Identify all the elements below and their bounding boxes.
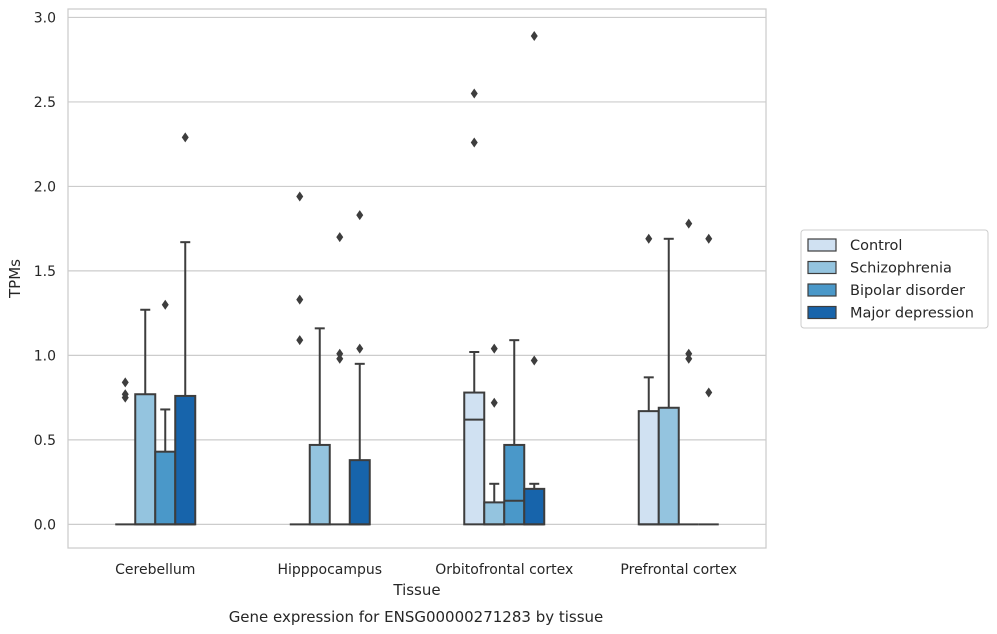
outlier-marker <box>490 343 498 354</box>
box-group <box>348 210 371 526</box>
box <box>637 410 660 526</box>
y-axis-label: TPMs <box>6 259 24 299</box>
legend-swatch <box>807 283 837 297</box>
outlier-marker <box>121 389 129 400</box>
box-group <box>637 233 660 526</box>
box-group <box>154 299 177 526</box>
y-tick-label: 3.0 <box>34 10 56 26</box>
outlier-marker <box>490 397 498 408</box>
box <box>483 501 506 526</box>
outlier-marker <box>336 348 344 359</box>
box-group <box>463 88 486 526</box>
plot-area-frame <box>67 8 767 549</box>
outlier-marker <box>121 377 129 388</box>
outlier-marker <box>296 294 304 305</box>
y-tick-label: 2.0 <box>34 179 56 195</box>
box-group <box>289 191 310 526</box>
box <box>657 406 680 526</box>
box-group <box>523 31 546 526</box>
box-group <box>308 327 331 526</box>
outlier-marker <box>685 218 693 229</box>
box-group <box>698 233 719 526</box>
legend-swatch <box>807 305 837 320</box>
outlier-marker <box>296 191 304 202</box>
x-tick-label: Orbitofrontal cortex <box>435 562 573 578</box>
x-tick-label: Hipppocampus <box>277 562 382 578</box>
x-tick-label: Cerebellum <box>115 562 195 578</box>
outlier-marker <box>685 348 693 359</box>
y-tick-label: 1.0 <box>34 348 56 364</box>
box-group <box>678 218 699 526</box>
legend-swatch <box>807 238 837 252</box>
legend-swatch <box>807 260 837 275</box>
outlier-marker <box>705 233 713 244</box>
boxes-layer <box>115 31 719 526</box>
box <box>134 393 157 526</box>
box <box>348 459 371 526</box>
outlier-marker <box>470 137 478 148</box>
legend-label: Schizophrenia <box>850 261 952 277</box>
outlier-marker <box>336 353 344 364</box>
outlier-marker <box>356 210 364 221</box>
box-group <box>483 343 506 526</box>
y-tick-label: 1.5 <box>34 264 56 280</box>
box <box>463 391 486 526</box>
outlier-marker <box>356 343 364 354</box>
box-group <box>329 232 350 526</box>
outlier-marker <box>470 88 478 99</box>
box <box>523 487 546 526</box>
chart-caption: Gene expression for ENSG00000271283 by t… <box>229 608 604 626</box>
legend-frame <box>800 229 989 329</box>
x-axis-label: Tissue <box>392 581 440 599</box>
outlier-marker <box>161 299 169 310</box>
box-group <box>115 377 136 526</box>
legend-label: Control <box>850 238 902 254</box>
box <box>308 443 331 526</box>
box-group <box>503 339 526 526</box>
outlier-marker <box>181 132 189 143</box>
box-group <box>134 308 157 526</box>
outlier-marker <box>645 233 653 244</box>
legend: Control Schizophrenia Bipolar disorder Majo… <box>800 229 989 329</box>
outlier-marker <box>705 387 713 398</box>
box <box>154 450 177 526</box>
x-tick-label: Prefrontal cortex <box>620 562 737 578</box>
axis-ticks: 0.0 0.5 1.0 1.5 2.0 2.5 3.0 Cerebellum Hipppocam… <box>34 10 737 578</box>
box-group <box>657 237 680 526</box>
y-tick-label: 2.5 <box>34 95 56 111</box>
outlier-marker <box>530 355 538 366</box>
outlier-marker <box>685 353 693 364</box>
outlier-marker <box>530 31 538 42</box>
outlier-marker <box>296 335 304 346</box>
y-tick-label: 0.5 <box>34 433 56 449</box>
y-tick-label: 0.0 <box>34 517 56 533</box>
box-group <box>174 132 197 526</box>
legend-label: Major depression <box>850 306 974 322</box>
box <box>503 443 526 526</box>
box <box>174 394 197 526</box>
legend-label: Bipolar disorder <box>850 283 965 299</box>
outlier-marker <box>336 232 344 243</box>
